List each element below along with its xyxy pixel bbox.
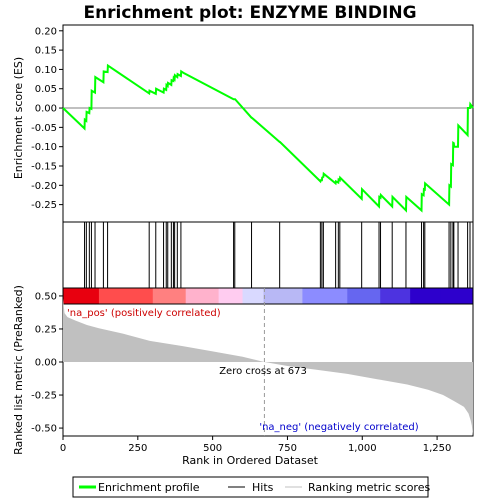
heatmap-segment: [63, 288, 100, 304]
metric-y-tick-label: -0.25: [31, 391, 57, 402]
metric-y-tick-label: 0.50: [35, 291, 57, 302]
metric-y-tick-label: 0.25: [35, 324, 57, 335]
zero-cross-label: Zero cross at 673: [219, 366, 307, 377]
es-y-tick-label: 0.05: [35, 84, 57, 95]
heatmap-segment: [185, 288, 220, 304]
x-tick-label: 1,250: [423, 443, 452, 454]
metric-panel: 0.50 0.25 0.00 -0.25 -0.50 0 250 500 750 1,000 1,…: [12, 285, 474, 467]
heatmap-segment: [440, 288, 474, 304]
pos-correlated-label: 'na_pos' (positively correlated): [67, 308, 221, 319]
x-tick-label: 1,000: [348, 443, 377, 454]
x-tick-label: 0: [60, 443, 66, 454]
x-axis-label: Rank in Ordered Dataset: [182, 454, 319, 467]
es-y-tick-label: 0.00: [35, 104, 57, 115]
es-y-tick-label: -0.05: [31, 123, 57, 134]
rank-heatmap-bar: [63, 288, 474, 304]
heatmap-segment: [302, 288, 348, 304]
es-y-tick-label: -0.15: [31, 161, 57, 172]
legend-hits-label: Hits: [252, 481, 274, 494]
metric-y-tick-label: 0.00: [35, 358, 57, 369]
heatmap-segment: [380, 288, 411, 304]
x-tick-label: 750: [278, 443, 297, 454]
es-y-tick-label: 0.20: [35, 26, 57, 37]
es-y-tick-label: -0.25: [31, 200, 57, 211]
legend: Enrichment profile Hits Ranking metric s…: [72, 476, 430, 498]
metric-x-axis: 0 250 500 750 1,000 1,250: [60, 436, 452, 454]
legend-frame: [72, 476, 429, 498]
heatmap-segment: [263, 288, 303, 304]
es-panel: 0.20 0.15 0.10 0.05 0.00 -0.05 -0.10 -0.15 -0.20…: [12, 24, 474, 223]
es-y-tick-label: 0.10: [35, 65, 57, 76]
legend-enrichment-label: Enrichment profile: [98, 481, 200, 494]
heatmap-segment: [152, 288, 187, 304]
enrichment-profile-line: [62, 63, 474, 213]
hit-markers: [84, 222, 471, 288]
heatmap-segment: [410, 288, 441, 304]
hits-panel-frame: [62, 221, 474, 289]
hits-panel: [62, 221, 474, 289]
heatmap-segment: [242, 288, 265, 304]
chart-title: Enrichment plot: ENZYME BINDING: [83, 3, 416, 23]
legend-metric-label: Ranking metric scores: [308, 481, 430, 494]
x-tick-label: 500: [203, 443, 222, 454]
es-y-axis-label: Enrichment score (ES): [12, 57, 25, 179]
metric-y-axis-label: Ranked list metric (PreRanked): [12, 285, 25, 455]
ranking-metric-area: [63, 298, 473, 436]
neg-correlated-label: 'na_neg' (negatively correlated): [259, 422, 418, 433]
heatmap-segment: [98, 288, 154, 304]
metric-y-tick-label: -0.50: [31, 424, 57, 435]
metric-y-axis: 0.50 0.25 0.00 -0.25 -0.50: [31, 291, 63, 435]
es-y-tick-label: -0.10: [31, 142, 57, 153]
es-y-tick-label: -0.20: [31, 181, 57, 192]
es-panel-frame: [62, 24, 474, 223]
es-y-axis: 0.20 0.15 0.10 0.05 0.00 -0.05 -0.10 -0.15 -0.20…: [31, 26, 63, 211]
heatmap-segment: [218, 288, 244, 304]
heatmap-segment: [347, 288, 381, 304]
x-tick-label: 250: [128, 443, 147, 454]
es-y-tick-label: 0.15: [35, 46, 57, 57]
